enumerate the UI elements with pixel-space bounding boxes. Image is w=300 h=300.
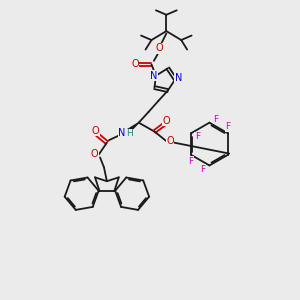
- Text: O: O: [91, 149, 98, 159]
- Text: F: F: [213, 115, 218, 124]
- Text: O: O: [166, 136, 174, 146]
- Text: O: O: [155, 44, 163, 53]
- Text: O: O: [131, 59, 139, 69]
- Text: H: H: [126, 130, 133, 139]
- Text: O: O: [163, 116, 170, 126]
- Text: F: F: [200, 164, 206, 173]
- Text: O: O: [92, 126, 99, 136]
- Polygon shape: [125, 123, 139, 134]
- Text: F: F: [188, 157, 194, 166]
- Text: N: N: [150, 71, 157, 81]
- Text: N: N: [175, 73, 182, 83]
- Text: F: F: [195, 132, 200, 141]
- Text: N: N: [118, 128, 126, 138]
- Text: F: F: [225, 122, 230, 131]
